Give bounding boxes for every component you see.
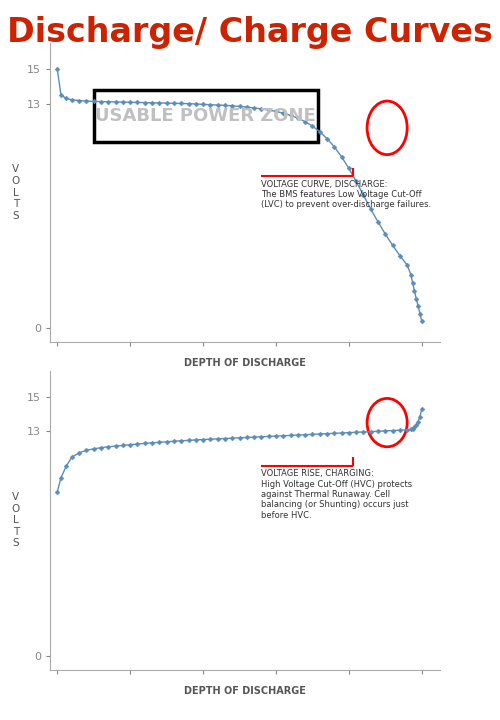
Bar [94,90,318,142]
X-axis label: DEPTH OF DISCHARGE: DEPTH OF DISCHARGE [184,358,306,368]
Y-axis label: V
O
L
T
S: V O L T S [12,164,20,221]
Text: USABLE POWER ZONE: USABLE POWER ZONE [96,107,316,125]
Text: VOLTAGE RISE, CHARGING:
High Voltage Cut-Off (HVC) protects
against Thermal Runa: VOLTAGE RISE, CHARGING: High Voltage Cut… [262,469,412,520]
X-axis label: DEPTH OF DISCHARGE: DEPTH OF DISCHARGE [184,685,306,696]
Text: Discharge/ Charge Curves: Discharge/ Charge Curves [7,16,493,49]
Text: VOLTAGE CURVE, DISCHARGE:
The BMS features Low Voltage Cut-Off
(LVC) to prevent : VOLTAGE CURVE, DISCHARGE: The BMS featur… [262,180,432,210]
Y-axis label: V
O
L
T
S: V O L T S [12,492,20,549]
